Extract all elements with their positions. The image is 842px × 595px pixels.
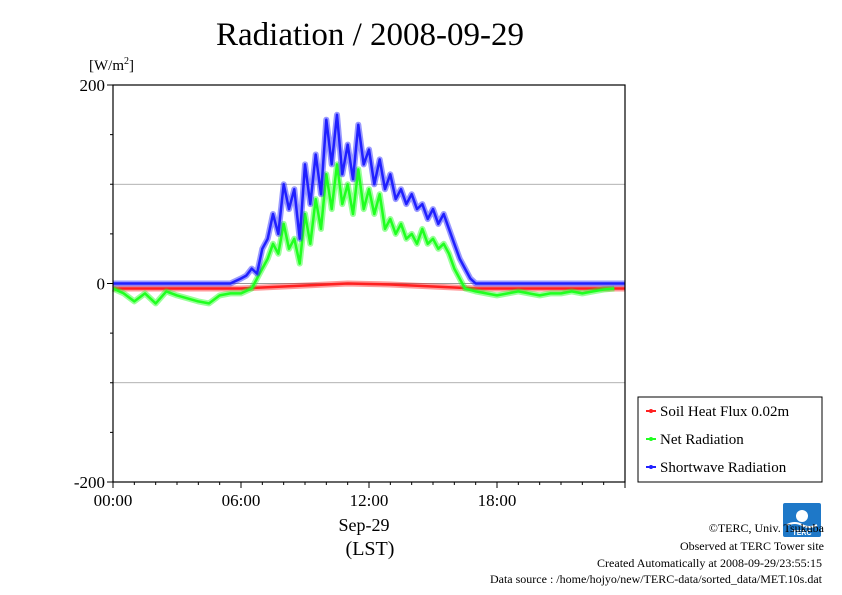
y-tick-label-2: -200 [74,473,105,492]
series-0 [113,280,625,292]
credit-source: Data source : /home/hojyo/new/TERC-data/… [490,572,823,586]
legend: Soil Heat Flux 0.02m Net Radiation Shortwa… [637,396,823,483]
series-line-2 [113,113,625,285]
x-tick-label-0: 00:00 [94,491,133,510]
x-tick-layer: 00:00 06:00 12:00 18:00 [94,482,626,510]
x-tick-label-2: 12:00 [350,491,389,510]
y-axis-unit: [W/m2] [89,56,134,74]
y-tick-layer: 200 0 -200 [74,76,113,492]
legend-label-0: Soil Heat Flux 0.02m [660,404,790,420]
x-tick-label-1: 06:00 [222,491,261,510]
series-line-1 [112,163,615,305]
legend-marker-2 [649,465,653,469]
terc-logo: TERC [783,503,821,537]
legend-box [637,396,823,483]
legend-marker-1 [649,437,653,441]
series-1 [111,161,615,307]
credit-created: Created Automatically at 2008-09-29/23:5… [597,556,822,570]
chart-title: Radiation / 2008-09-29 [216,17,524,53]
logo-drop-icon [796,510,808,522]
logo-text: TERC [792,530,811,537]
y-tick-label-0: 200 [80,76,106,95]
credit-copyright: ©TERC, Univ. Tsukuba [709,521,825,535]
series-line-0 [113,282,625,290]
series-2 [113,111,625,287]
legend-marker-0 [649,409,653,413]
legend-label-1: Net Radiation [660,432,744,448]
legend-label-2: Shortwave Radiation [660,460,787,476]
series-layer [111,111,625,307]
y-tick-label-1: 0 [97,275,106,294]
x-axis-label: (LST) [346,538,395,560]
logo-wave-icon [786,522,818,528]
x-tick-label-3: 18:00 [478,491,517,510]
x-date-label: Sep-29 [339,515,390,535]
credit-observed: Observed at TERC Tower site [680,539,824,553]
